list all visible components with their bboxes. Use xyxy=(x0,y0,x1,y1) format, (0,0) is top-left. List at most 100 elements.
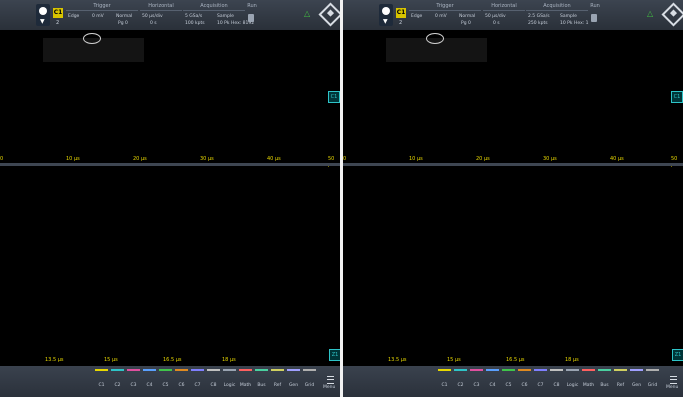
signal-button-label: C3 xyxy=(130,383,137,388)
horizontal-group[interactable]: Horizontal 50 µs/div 0 s xyxy=(483,3,525,27)
run-group[interactable]: Run xyxy=(587,3,603,27)
signal-color-stripe xyxy=(518,369,531,371)
signal-button-label: Gen xyxy=(288,383,299,388)
scope-panel-left: ▼ C1 2 Trigger Edge 0 mV Normal Pg 0 Horizontal 5… xyxy=(0,0,340,397)
acquisition-value: 2.5 GSa/s xyxy=(528,14,550,19)
acquisition-group[interactable]: Acquisition 2.5 GSa/s 250 kpts Sample 10 Pk H… xyxy=(526,3,589,27)
signal-button-label: C1 xyxy=(441,383,448,388)
channel-number: 2 xyxy=(56,20,60,26)
signal-color-stripe xyxy=(95,369,108,371)
signal-color-stripe xyxy=(582,369,595,371)
signal-button-math[interactable]: Math xyxy=(239,369,252,395)
signal-button-c1[interactable]: C1 xyxy=(438,369,451,395)
horizontal-group[interactable]: Horizontal 50 µs/div 0 s xyxy=(140,3,182,27)
signal-button-gen[interactable]: Gen xyxy=(630,369,643,395)
home-icon xyxy=(382,7,390,15)
menu-icon[interactable] xyxy=(327,376,334,384)
channel-badge[interactable]: C1 xyxy=(53,8,63,18)
run-group[interactable]: Run xyxy=(244,3,260,27)
signal-button-c6[interactable]: C6 xyxy=(175,369,188,395)
signal-button-bus[interactable]: Bus xyxy=(598,369,611,395)
signal-button-bus[interactable]: Bus xyxy=(255,369,268,395)
trigger-value: Normal xyxy=(459,14,476,19)
signal-color-stripe xyxy=(534,369,547,371)
trigger-title: Trigger xyxy=(436,3,454,9)
brand-logo-icon[interactable] xyxy=(318,2,340,27)
signal-button-grid[interactable]: Grid xyxy=(646,369,659,395)
menu-icon[interactable] xyxy=(670,376,677,384)
run-title: Run xyxy=(590,3,600,9)
trigger-value: Pg 0 xyxy=(461,21,471,26)
signal-button-label: Gen xyxy=(631,383,642,388)
signal-button-c2[interactable]: C2 xyxy=(111,369,124,395)
scope-home-button[interactable]: ▼ xyxy=(36,4,50,26)
signal-button-label: C7 xyxy=(194,383,201,388)
trigger-group[interactable]: Trigger Edge 0 mV Normal Pg 0 xyxy=(66,3,138,27)
signal-button-ref[interactable]: Ref xyxy=(271,369,284,395)
acquisition-title: Acquisition xyxy=(543,3,571,9)
signal-button-label: Grid xyxy=(647,383,658,388)
menu-button-label[interactable]: Menu xyxy=(666,385,679,390)
channel-level-marker[interactable]: C1 xyxy=(671,91,683,103)
zoom-level-marker[interactable]: Z1 xyxy=(329,349,340,361)
signal-button-c7[interactable]: C7 xyxy=(191,369,204,395)
scope-home-button[interactable]: ▼ xyxy=(379,4,393,26)
signal-button-label: Math xyxy=(239,383,252,388)
x-tick-label: 30 µs xyxy=(543,156,557,162)
x-tick-label: 40 µs xyxy=(610,156,624,162)
signal-color-stripe xyxy=(486,369,499,371)
signal-button-label: Bus xyxy=(257,383,266,388)
signal-button-c4[interactable]: C4 xyxy=(143,369,156,395)
signal-button-gen[interactable]: Gen xyxy=(287,369,300,395)
signal-button-c1[interactable]: C1 xyxy=(95,369,108,395)
signal-button-label: C5 xyxy=(505,383,512,388)
signal-button-logic[interactable]: Logic xyxy=(223,369,236,395)
trigger-group[interactable]: Trigger Edge 0 mV Normal Pg 0 xyxy=(409,3,481,27)
signal-color-stripe xyxy=(287,369,300,371)
channel-badge[interactable]: C1 xyxy=(396,8,406,18)
signal-color-stripe xyxy=(175,369,188,371)
brand-logo-icon[interactable] xyxy=(661,2,683,27)
signal-color-stripe xyxy=(550,369,563,371)
signal-button-c4[interactable]: C4 xyxy=(486,369,499,395)
channel-number: 2 xyxy=(399,20,403,26)
signal-button-label: C2 xyxy=(457,383,464,388)
chevron-down-icon: ▼ xyxy=(40,18,45,25)
signal-button-c5[interactable]: C5 xyxy=(159,369,172,395)
acquisition-group[interactable]: Acquisition 5 GSa/s 100 kpts Sample 10 Pk Hex… xyxy=(183,3,254,27)
signal-button-label: Grid xyxy=(304,383,315,388)
signal-button-c7[interactable]: C7 xyxy=(534,369,547,395)
channel-level-marker[interactable]: C1 xyxy=(328,91,340,103)
signal-button-label: C7 xyxy=(537,383,544,388)
signal-button-c8[interactable]: C8 xyxy=(550,369,563,395)
zoom-window[interactable] xyxy=(43,33,144,62)
x-tick-label: 10 µs xyxy=(66,156,80,162)
zoom-level-marker[interactable]: Z1 xyxy=(672,349,683,361)
signal-button-grid[interactable]: Grid xyxy=(303,369,316,395)
zoom-x-tick-label: 16.5 µs xyxy=(506,357,525,363)
menu-button-label[interactable]: Menu xyxy=(323,385,336,390)
bottom-toolbar: C1 C2 C3 C4 C5 C6 C7 C8 Logic Math Bus Ref Gen Grid Me… xyxy=(343,366,683,397)
signal-button-math[interactable]: Math xyxy=(582,369,595,395)
signal-color-stripe xyxy=(502,369,515,371)
zoom-window[interactable] xyxy=(386,33,487,62)
signal-button-logic[interactable]: Logic xyxy=(566,369,579,395)
zoom-handle-icon[interactable] xyxy=(83,33,101,44)
signal-button-ref[interactable]: Ref xyxy=(614,369,627,395)
signal-button-c8[interactable]: C8 xyxy=(207,369,220,395)
signal-color-stripe xyxy=(303,369,316,371)
run-stop-icon xyxy=(248,14,254,22)
zoom-x-tick-label: 15 µs xyxy=(104,357,118,363)
signal-button-label: C5 xyxy=(162,383,169,388)
signal-button-label: C8 xyxy=(210,383,217,388)
signal-color-stripe xyxy=(271,369,284,371)
signal-button-c6[interactable]: C6 xyxy=(518,369,531,395)
signal-button-c3[interactable]: C3 xyxy=(470,369,483,395)
zoom-handle-icon[interactable] xyxy=(426,33,444,44)
signal-button-c3[interactable]: C3 xyxy=(127,369,140,395)
signal-button-c2[interactable]: C2 xyxy=(454,369,467,395)
x-tick-label: 20 µs xyxy=(476,156,490,162)
signal-button-c5[interactable]: C5 xyxy=(502,369,515,395)
signal-button-label: Ref xyxy=(616,383,625,388)
signal-color-stripe xyxy=(598,369,611,371)
